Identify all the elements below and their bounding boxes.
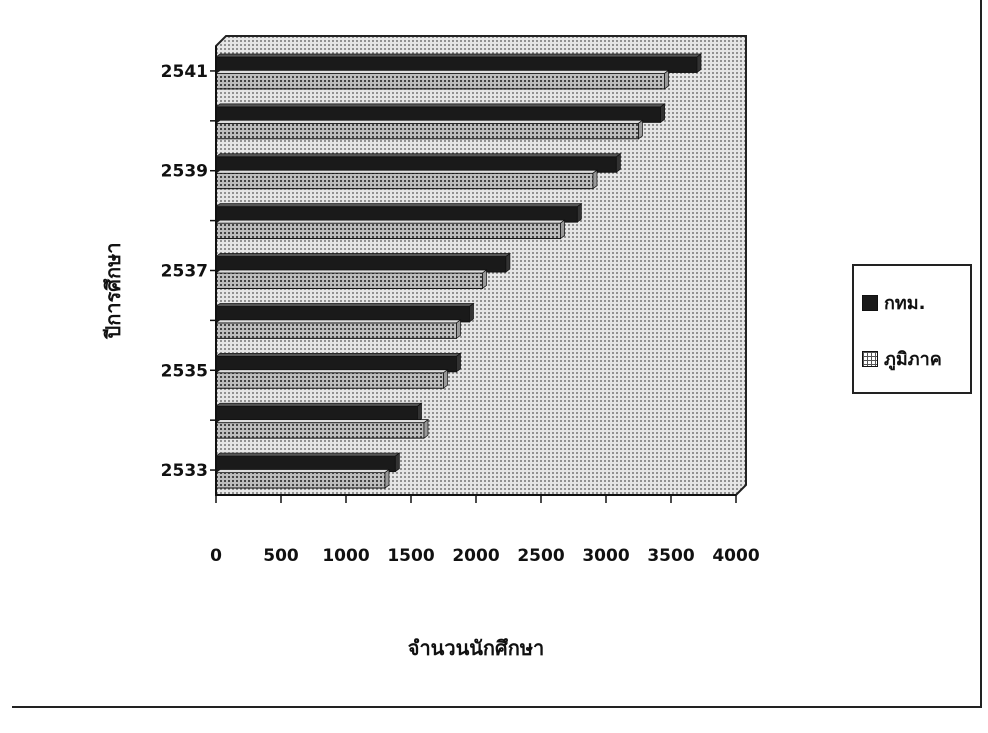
- bar-2541-region-side: [664, 69, 669, 90]
- y-tick-label-2539: 2539: [161, 162, 208, 182]
- legend: กทม. ภูมิภาค: [852, 264, 972, 394]
- legend-item-bkk: กทม.: [862, 288, 925, 317]
- legend-item-region: ภูมิภาค: [862, 344, 942, 373]
- bar-2537-region-side: [482, 269, 487, 290]
- bar-2540-bkk-side: [660, 103, 665, 124]
- y-tick-label-2535: 2535: [161, 361, 208, 381]
- bar-2540-region: [215, 122, 639, 140]
- x-tick-label-500: 500: [263, 546, 299, 566]
- bar-2534-region: [215, 422, 425, 439]
- bar-2536-region: [215, 322, 457, 339]
- bar-2539-bkk-top: [214, 153, 622, 158]
- bar-2540-bkk-top: [214, 103, 666, 108]
- bar-2533-region-top: [214, 469, 391, 473]
- bar-2540-region-top: [214, 119, 644, 124]
- bar-2538-region-top: [214, 219, 566, 224]
- bar-2535-region: [215, 372, 444, 389]
- bar-2533-region: [215, 472, 386, 489]
- bar-2535-region-top: [214, 369, 449, 374]
- bar-2538-region-side: [560, 219, 565, 240]
- bar-2539-region-top: [214, 169, 599, 174]
- bar-2536-region-side: [456, 319, 461, 340]
- bar-2537-bkk-side: [505, 252, 511, 273]
- bar-2537-region-top: [214, 269, 488, 274]
- x-tick-label-1000: 1000: [322, 546, 369, 566]
- bar-2533-bkk-top: [214, 452, 401, 457]
- chart-frame: [12, 0, 982, 708]
- bar-2534-bkk-top: [214, 402, 423, 407]
- x-tick-label-2000: 2000: [452, 546, 499, 566]
- bar-2541-bkk-top: [214, 53, 703, 58]
- bar-2533-bkk-side: [395, 452, 400, 473]
- bar-2538-bkk-side: [577, 202, 582, 223]
- x-tick-label-2500: 2500: [517, 546, 564, 566]
- bar-2537-bkk-top: [214, 253, 511, 257]
- bar-2540-region-side: [638, 119, 643, 140]
- y-tick-label-2537: 2537: [161, 262, 208, 282]
- bar-2541-region: [215, 72, 665, 90]
- bar-2541-bkk-side: [696, 53, 702, 74]
- bar-2539-region: [215, 172, 594, 190]
- x-tick-label-3500: 3500: [647, 546, 694, 566]
- x-tick-label-4000: 4000: [712, 546, 759, 566]
- bar-2534-region-side: [423, 418, 429, 439]
- legend-swatch-region: [862, 350, 878, 367]
- legend-label-region: ภูมิภาค: [884, 349, 942, 370]
- bar-2539-region-side: [592, 169, 598, 190]
- bar-2533-region-side: [384, 468, 390, 489]
- bar-2538-region: [215, 222, 561, 240]
- bar-2535-bkk-top: [214, 352, 462, 357]
- bar-2537-region: [215, 272, 483, 289]
- bar-2535-bkk-side: [456, 352, 461, 373]
- bar-2536-region-top: [214, 319, 462, 324]
- bar-2539-bkk-side: [616, 153, 621, 173]
- bar-2541-region-top: [214, 70, 670, 74]
- y-axis-title: ปีการศึกษา: [101, 243, 125, 340]
- x-tick-label-0: 0: [210, 546, 222, 566]
- y-tick-label-2541: 2541: [161, 62, 208, 82]
- bar-2536-bkk-side: [469, 302, 474, 323]
- legend-swatch-bkk: [862, 294, 878, 311]
- x-tick-label-1500: 1500: [387, 546, 434, 566]
- bar-2536-bkk-top: [214, 303, 475, 307]
- x-tick-label-3000: 3000: [582, 546, 629, 566]
- bar-2534-bkk-side: [417, 402, 422, 423]
- bar-2535-region-side: [443, 369, 448, 389]
- bar-2534-region-top: [214, 419, 430, 424]
- legend-label-bkk: กทม.: [884, 293, 926, 314]
- x-axis-title: จำนวนนักศึกษา: [408, 636, 545, 660]
- bar-2538-bkk-top: [214, 203, 583, 207]
- y-tick-label-2533: 2533: [161, 461, 208, 481]
